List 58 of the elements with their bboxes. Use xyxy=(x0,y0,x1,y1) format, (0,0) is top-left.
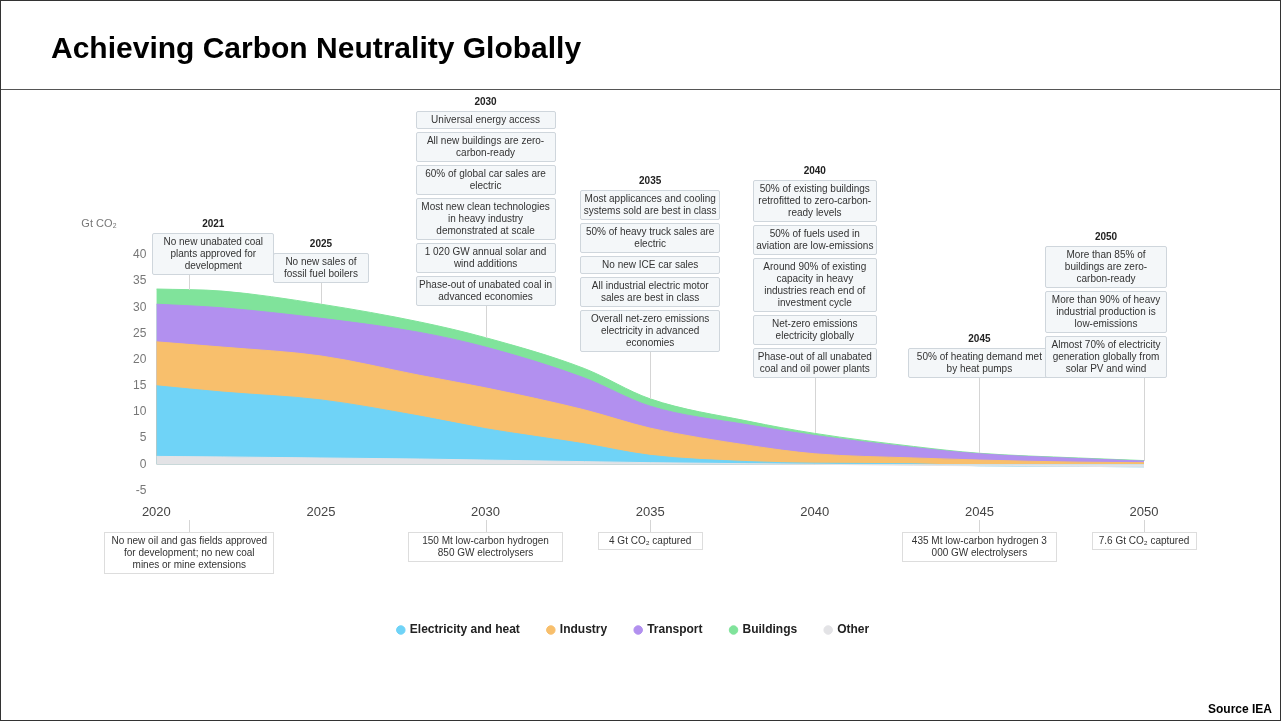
note-box: Net-zero emissions electricity globally xyxy=(752,314,877,345)
note-box: 50% of heavy truck sales are electric xyxy=(580,223,721,254)
note-box: 60% of global car sales are electric xyxy=(415,165,556,196)
note-box: All new buildings are zero-carbon-ready xyxy=(415,132,556,163)
note-box: No new sales of fossil fuel boilers xyxy=(272,252,369,283)
legend-label: Buildings xyxy=(742,622,798,637)
text: 2021 xyxy=(201,218,226,231)
note-box: Phase-out of all unabated coal and oil power plants xyxy=(752,347,877,378)
note-box: No new ICE car sales xyxy=(580,256,721,275)
note-box: 1 020 GW annual solar and wind additions xyxy=(415,243,556,274)
y-tick-label: 30 xyxy=(132,299,147,314)
note-box: Most new clean technologies in heavy industry demonstrated at scale xyxy=(415,198,556,241)
x-tick-label: 2040 xyxy=(800,503,830,519)
x-tick-label: 2030 xyxy=(471,503,501,519)
note-box: 4 Gt CO₂ captured xyxy=(597,532,703,551)
legend-label: Transport xyxy=(647,622,703,637)
legend-label: Other xyxy=(837,622,870,637)
y-tick-label: 10 xyxy=(132,404,147,419)
text: 2025 xyxy=(308,237,334,250)
y-tick-label: 25 xyxy=(132,325,147,340)
x-tick-label: 2020 xyxy=(141,503,171,519)
y-tick-label: 0 xyxy=(139,456,147,471)
y-axis-title: Gt CO₂ xyxy=(81,217,117,229)
note-box: Around 90% of existing capacity in heavy industries reach end of investment cycle xyxy=(752,257,877,312)
note-box: 7.6 Gt CO₂ captured xyxy=(1091,532,1197,551)
note-box: Almost 70% of electricity generation globally from solar PV and wind xyxy=(1045,335,1167,378)
y-tick-label: 35 xyxy=(132,273,147,288)
note-box: 50% of existing buildings retrofitted to zero-carbon-ready levels xyxy=(752,179,877,222)
source-note: Source IEA xyxy=(1207,702,1272,716)
note-box: Overall net-zero emissions electricity in advanced economies xyxy=(580,310,721,353)
x-tick-label: 2045 xyxy=(964,503,994,519)
x-tick-label: 2035 xyxy=(635,503,665,519)
x-tick-label: 2025 xyxy=(306,503,336,519)
legend-label: Electricity and heat xyxy=(409,622,520,637)
y-tick-label: 40 xyxy=(132,247,147,262)
x-tick-label: 2050 xyxy=(1129,503,1159,519)
note-box: More than 85% of buildings are zero-carbon-ready xyxy=(1045,245,1167,288)
note-box: No new oil and gas fields approved for development; no new coal mines or mine extensions xyxy=(104,532,275,575)
note-box: More than 90% of heavy industrial production is low-emissions xyxy=(1045,290,1167,333)
y-tick-label: 20 xyxy=(132,351,147,366)
y-tick-label: 15 xyxy=(132,378,147,393)
note-box: Phase-out of unabated coal in advanced economies xyxy=(415,276,556,307)
note-box: 50% of fuels used in aviation are low-emissions xyxy=(752,224,877,255)
y-tick-label: 5 xyxy=(139,430,147,445)
text: 2035 xyxy=(638,175,663,188)
text: 2040 xyxy=(802,164,827,177)
note-box: Universal energy access xyxy=(415,111,556,130)
note-box: All industrial electric motor sales are best in class xyxy=(580,277,721,308)
annotation: 2045 xyxy=(967,332,992,345)
y-tick-label: -5 xyxy=(135,482,147,497)
note-box: Most applicances and cooling systems sold are best in class xyxy=(580,190,721,221)
text: 2050 xyxy=(1093,230,1119,243)
note-box: 150 Mt low-carbon hydrogen 850 GW electrolysers xyxy=(408,532,564,563)
note-box: No new unabated coal plants approved for development xyxy=(152,233,275,276)
legend-label: Industry xyxy=(559,622,608,637)
note-box: 435 Mt low-carbon hydrogen 3 000 GW electrolysers xyxy=(901,532,1057,563)
text: 2030 xyxy=(473,96,498,109)
chart-title: Achieving Carbon Neutrality Globally xyxy=(51,31,582,65)
